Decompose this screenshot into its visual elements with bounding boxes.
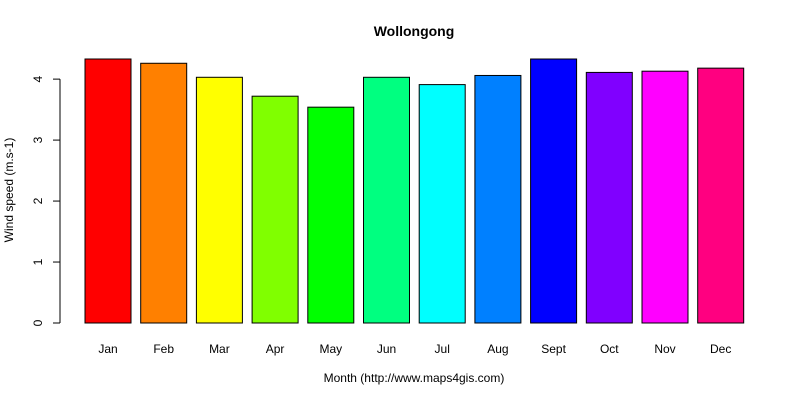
y-axis: 0 1 2 3 4 bbox=[31, 75, 61, 326]
bar-feb bbox=[140, 62, 188, 324]
x-tick-label-jun: Jun bbox=[377, 342, 396, 356]
bar-dec bbox=[697, 67, 745, 324]
y-tick-label-0: 0 bbox=[31, 319, 45, 326]
bar-jul bbox=[418, 84, 466, 324]
bar-aug bbox=[474, 74, 522, 324]
x-tick-labels: Jan Feb Mar Apr May Jun Jul Aug Sept Oct Nov Dec bbox=[98, 342, 731, 356]
bar-apr bbox=[251, 95, 299, 324]
bar-jan bbox=[84, 58, 132, 324]
bar-jun bbox=[363, 76, 410, 324]
y-axis-label: Wind speed (m.s-1) bbox=[2, 138, 16, 243]
y-tick-label-2: 2 bbox=[31, 197, 45, 204]
x-tick-label-nov: Nov bbox=[654, 342, 675, 356]
y-tick-label-3: 3 bbox=[31, 136, 45, 143]
x-tick-label-may: May bbox=[319, 342, 342, 356]
bar-mar bbox=[195, 76, 243, 324]
y-tick-label-4: 4 bbox=[31, 75, 45, 82]
bars-group bbox=[84, 58, 745, 324]
x-tick-label-aug: Aug bbox=[487, 342, 508, 356]
bar-nov bbox=[641, 70, 689, 324]
x-tick-label-dec: Dec bbox=[710, 342, 731, 356]
chart-title: Wollongong bbox=[374, 23, 455, 39]
x-tick-label-feb: Feb bbox=[153, 342, 174, 356]
bar-oct bbox=[585, 71, 633, 324]
x-tick-label-mar: Mar bbox=[209, 342, 230, 356]
bar-sept bbox=[530, 58, 578, 324]
y-tick-label-1: 1 bbox=[31, 258, 45, 265]
x-tick-label-jul: Jul bbox=[435, 342, 450, 356]
bar-may bbox=[307, 106, 355, 324]
x-tick-label-apr: Apr bbox=[266, 342, 285, 356]
x-axis-label: Month (http://www.maps4gis.com) bbox=[324, 371, 505, 385]
x-tick-label-jan: Jan bbox=[98, 342, 117, 356]
x-tick-label-sept: Sept bbox=[541, 342, 566, 356]
x-tick-label-oct: Oct bbox=[600, 342, 619, 356]
